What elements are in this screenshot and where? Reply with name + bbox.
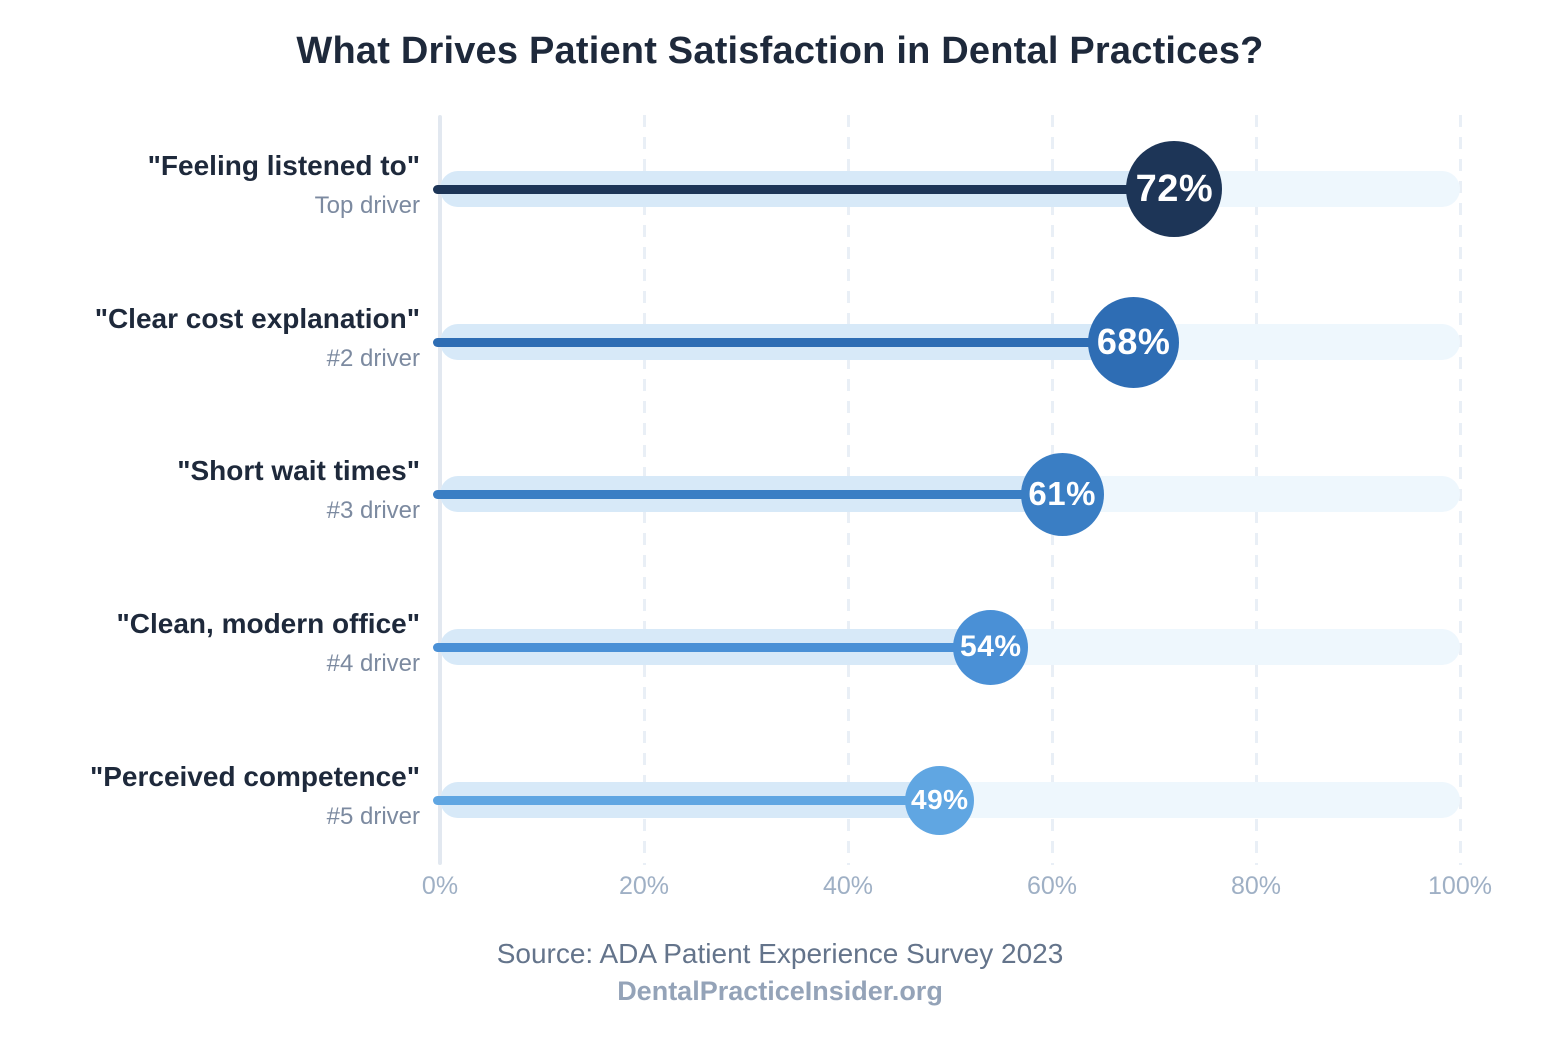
lollipop-stem	[433, 489, 1063, 499]
row-label: "Clear cost explanation" #2 driver	[0, 302, 420, 374]
row-label: "Perceived competence" #5 driver	[0, 760, 420, 832]
row-label: "Short wait times" #3 driver	[0, 454, 420, 526]
row-label: "Feeling listened to" Top driver	[0, 149, 420, 221]
gridline	[1458, 115, 1462, 865]
row-label: "Clean, modern office" #4 driver	[0, 607, 421, 679]
category-sublabel: #5 driver	[326, 803, 420, 830]
x-tick-label: 60%	[1026, 872, 1078, 900]
lollipop-stem	[433, 795, 940, 805]
chart-footer: Source: ADA Patient Experience Survey 20…	[0, 936, 1560, 1010]
category-sublabel: Top driver	[314, 192, 420, 219]
site-text: DentalPracticeInsider.org	[617, 976, 943, 1006]
value-bubble: 68%	[1088, 296, 1180, 388]
value-bubble: 54%	[953, 609, 1029, 685]
category-sublabel: #4 driver	[326, 650, 420, 677]
x-tick-label: 80%	[1230, 872, 1282, 900]
x-tick-label: 100%	[1428, 872, 1492, 900]
category-sublabel: #2 driver	[326, 345, 420, 372]
category-sublabel: #3 driver	[326, 497, 420, 524]
x-tick-label: 20%	[618, 872, 670, 900]
category-label: "Clear cost explanation"	[94, 303, 420, 334]
category-label: "Clean, modern office"	[116, 608, 421, 639]
category-label: "Short wait times"	[177, 455, 420, 486]
lollipop-stem	[433, 184, 1175, 194]
source-text: Source: ADA Patient Experience Survey 20…	[496, 938, 1064, 969]
lollipop-stem	[433, 337, 1134, 347]
value-bubble: 61%	[1020, 452, 1104, 536]
chart-title: What Drives Patient Satisfaction in Dent…	[296, 30, 1264, 72]
value-bubble: 72%	[1126, 141, 1223, 237]
lollipop-stem	[433, 642, 991, 652]
value-bubble: 49%	[905, 765, 975, 835]
x-tick-label: 40%	[822, 872, 874, 900]
category-label: "Perceived competence"	[89, 761, 420, 792]
x-tick-label: 0%	[421, 872, 459, 900]
category-label: "Feeling listened to"	[147, 150, 420, 181]
